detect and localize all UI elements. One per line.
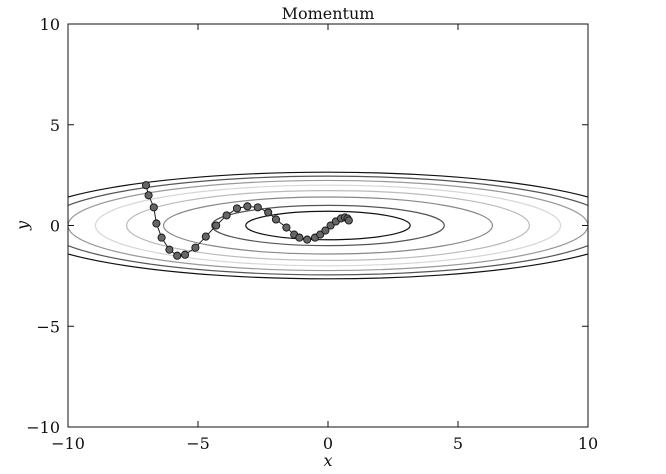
x-tick-label: 10 xyxy=(578,434,598,453)
x-tick-label: 0 xyxy=(323,434,333,453)
trajectory-point xyxy=(282,223,291,232)
trajectory-point xyxy=(180,250,190,259)
y-tick-label: −10 xyxy=(26,418,60,437)
chart-title: Momentum xyxy=(282,4,375,23)
trajectory-point xyxy=(157,233,166,242)
x-tick-label: 5 xyxy=(453,434,463,453)
contour-line xyxy=(245,210,411,241)
trajectory-point xyxy=(152,219,161,228)
trajectory-point xyxy=(303,235,312,244)
trajectory-point xyxy=(232,204,242,213)
trajectory-point xyxy=(165,245,174,254)
trajectory-point xyxy=(141,181,151,190)
y-tick-label: 0 xyxy=(50,217,60,236)
trajectory-point xyxy=(173,251,182,260)
trajectory-point xyxy=(344,216,353,225)
contour-line xyxy=(94,184,562,267)
contour-line xyxy=(68,171,588,280)
trajectory-series xyxy=(141,181,353,260)
y-tick-label: 10 xyxy=(40,15,60,34)
trajectory-point xyxy=(264,208,273,217)
trajectory-point xyxy=(295,233,304,242)
y-tick-label: −5 xyxy=(36,317,60,336)
trajectory-point xyxy=(144,191,153,200)
trajectory-point xyxy=(271,215,281,224)
trajectory-point xyxy=(253,203,262,212)
trajectory-point xyxy=(316,230,325,239)
trajectory-point xyxy=(326,221,335,230)
trajectory-point xyxy=(212,221,221,230)
trajectory-point xyxy=(149,203,158,212)
trajectory-point xyxy=(321,226,330,235)
contour-line xyxy=(126,189,530,262)
contour-line xyxy=(68,179,588,272)
contour-line xyxy=(68,175,588,276)
contour-lines xyxy=(68,171,588,280)
x-tick-label: −5 xyxy=(186,434,210,453)
contour-line xyxy=(162,196,494,255)
trajectory-point xyxy=(191,243,200,252)
y-axis-label: y xyxy=(13,220,32,231)
axis-ticks: −10 −5 0 5 10 −10 −5 0 5 10 xyxy=(26,15,598,453)
x-axis-label: x xyxy=(323,451,332,470)
y-tick-label: 5 xyxy=(50,116,60,135)
trajectory-point xyxy=(222,211,231,220)
x-tick-label: −10 xyxy=(51,434,85,453)
contour-line xyxy=(211,204,445,247)
trajectory-point xyxy=(243,202,252,211)
trajectory-point xyxy=(201,232,210,241)
